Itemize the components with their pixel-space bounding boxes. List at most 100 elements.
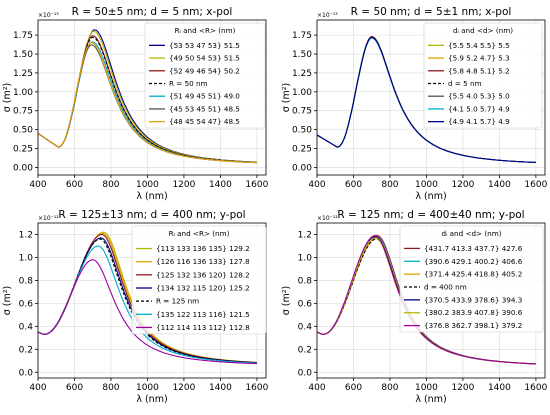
y-tick-label: 0.75 [13, 107, 33, 117]
x-tick-label: 400 [29, 180, 46, 190]
legend-entry: {135 122 113 116} 121.5 [156, 310, 250, 319]
y-tick-label: 0.4 [19, 322, 34, 332]
y-tick-label: 1.0 [298, 253, 313, 263]
legend-entry: {112 114 113 112} 112.8 [156, 323, 250, 332]
legend-title: Rᵢ and <R> (nm) [175, 26, 236, 35]
x-axis-label: λ (nm) [136, 191, 167, 202]
y-tick-label: 1.25 [292, 69, 312, 79]
legend-entry: {5.5 5.4 5.5} 5.5 [448, 41, 510, 50]
legend-entry: {5.5 4.0 5.3} 5.0 [448, 92, 510, 101]
x-tick-label: 600 [66, 383, 83, 393]
legend-entry: R = 125 nm [156, 297, 199, 306]
legend: Rᵢ and <R> (nm) {53 53 47 53} 51.5 {49 50 … [144, 22, 266, 129]
series-line-7 [37, 42, 257, 164]
x-tick-label: 1000 [415, 180, 438, 190]
chart-panel-1: 400 600 800 1000 1200 1400 1600 0.00 0.25 0.50 0.7… [2, 6, 269, 202]
y-tick-label: 1.00 [292, 88, 312, 98]
legend-entry: {53 53 47 53} 51.5 [169, 41, 240, 50]
x-tick-label: 1600 [245, 180, 268, 190]
y-tick-label: 0.2 [19, 345, 33, 355]
legend-entry: {371.4 425.4 418.8} 405.2 [424, 270, 522, 279]
x-tick-label: 1400 [209, 383, 232, 393]
legend: dᵢ and <d> (nm) {5.5 5.4 5.5} 5.5 {5.9 5.2… [423, 22, 543, 129]
x-tick-label: 400 [29, 383, 46, 393]
x-tick-label: 1200 [172, 180, 195, 190]
x-tick-label: 1600 [245, 383, 268, 393]
y-tick-label: 0.00 [292, 163, 312, 173]
chart-panel-3: 400 600 800 1000 1200 1400 1600 0.0 0.2 0.4 0.6 0.8… [2, 209, 269, 405]
x-tick-label: 600 [345, 180, 362, 190]
y-tick-label: 0.4 [298, 322, 313, 332]
legend-entry: {45 53 45 51} 48.5 [169, 104, 240, 113]
legend-title: Rᵢ and <R> (nm) [169, 229, 230, 238]
chart-panel-4: 400 600 800 1000 1200 1400 1600 0.0 0.2 0.4 0.6 0.8… [281, 209, 548, 405]
legend-entry: {51 49 45 51} 49.0 [169, 92, 240, 101]
legend-box [144, 22, 266, 129]
legend-entry: {126 116 136 133} 127.8 [156, 257, 250, 266]
chart-title: R = 50 nm; d = 5±1 nm; x-pol [351, 6, 512, 18]
legend-entry: {431.7 413.3 437.7} 427.6 [424, 244, 523, 253]
x-axis-label: λ (nm) [415, 191, 446, 202]
y-tick-label: 0.50 [13, 126, 33, 136]
x-tick-label: 800 [102, 180, 119, 190]
y-axis-label: σ (m²) [281, 83, 292, 113]
legend-entry: {134 132 115 120} 125.2 [156, 284, 250, 293]
x-tick-label: 1200 [451, 180, 474, 190]
legend-entry: {380.2 383.9 407.8} 390.6 [424, 308, 523, 317]
y-tick-label: 1.50 [13, 50, 33, 60]
x-axis-label: λ (nm) [136, 394, 167, 405]
y-tick-label: 0.25 [292, 145, 312, 155]
legend-entry: {113 133 136 135} 129.2 [156, 244, 250, 253]
y-tick-label: 1.2 [19, 230, 33, 240]
y-tick-label: 0.0 [19, 368, 34, 378]
legend-entry: {370.5 433.9 378.6} 394.3 [424, 295, 522, 304]
legend-entry: {52 49 46 54} 50.2 [169, 66, 240, 75]
y-tick-label: 1.50 [292, 50, 312, 60]
y-tick-label: 1.75 [13, 31, 33, 41]
y-tick-label: 0.6 [19, 299, 34, 309]
y-tick-label: 0.50 [292, 126, 312, 136]
y-tick-label: 0.75 [292, 107, 312, 117]
legend-entry: {48 45 54 47} 48.5 [169, 117, 240, 126]
y-tick-label: 1.00 [13, 88, 33, 98]
legend-entry: {49 50 54 53} 51.5 [169, 54, 240, 63]
chart-panel-2: 400 600 800 1000 1200 1400 1600 0.00 0.25 0.50 0.7… [281, 6, 548, 202]
y-tick-label: 0.6 [298, 299, 313, 309]
x-tick-label: 400 [308, 383, 325, 393]
legend-entry: {4.9 4.1 5.7} 4.9 [448, 117, 510, 126]
y-tick-label: 0.00 [13, 163, 33, 173]
legend-entry: d = 400 nm [424, 283, 467, 292]
y-tick-label: 0.8 [298, 276, 313, 286]
axis-multiplier: ×10⁻¹² [317, 215, 338, 222]
legend-entry: {4.1 5.0 5.7} 4.9 [448, 104, 510, 113]
y-tick-label: 0.0 [298, 368, 313, 378]
legend-entry: {125 132 136 120} 128.2 [156, 270, 250, 279]
legend-title: dᵢ and <d> (nm) [453, 26, 513, 35]
x-tick-label: 1200 [172, 383, 195, 393]
y-tick-label: 0.8 [19, 276, 34, 286]
x-tick-label: 1000 [136, 180, 159, 190]
y-tick-label: 1.25 [13, 69, 33, 79]
x-tick-label: 1600 [524, 180, 547, 190]
legend-box [131, 225, 267, 335]
plot-frame [316, 19, 546, 176]
plot-frame [37, 19, 267, 176]
series-line-7 [316, 36, 536, 164]
axis-multiplier: ×10⁻¹² [38, 215, 59, 222]
legend: dᵢ and <d> (nm) {431.7 413.3 437.7} 427.6… [399, 225, 544, 333]
x-tick-label: 800 [381, 180, 398, 190]
chart-title: R = 125 nm; d = 400±40 nm; y-pol [337, 209, 524, 221]
legend-box [423, 22, 543, 129]
y-tick-label: 0.2 [298, 345, 312, 355]
legend-entry: R = 50 nm [169, 79, 208, 88]
y-tick-label: 1.2 [298, 230, 312, 240]
legend-entry: {5.9 5.2 4.7} 5.3 [448, 54, 510, 63]
plot-frame [316, 222, 546, 379]
x-tick-label: 1400 [209, 180, 232, 190]
x-tick-label: 400 [308, 180, 325, 190]
x-tick-label: 1000 [136, 383, 159, 393]
y-tick-label: 1.75 [292, 31, 312, 41]
chart-title: R = 125±13 nm; d = 400 nm; y-pol [58, 209, 245, 221]
